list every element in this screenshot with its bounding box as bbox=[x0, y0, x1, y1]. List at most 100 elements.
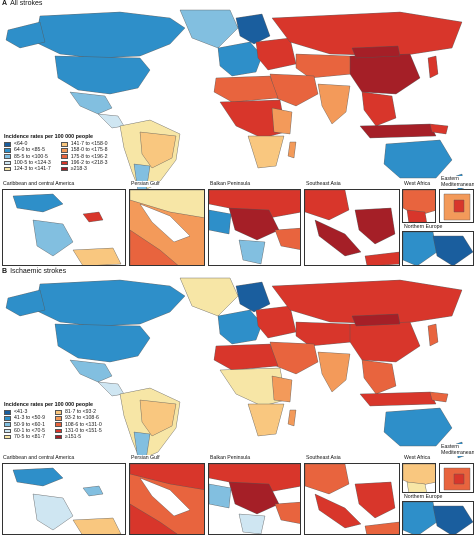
legend-item: 70·5 to <81·7 bbox=[4, 434, 45, 440]
india-region bbox=[317, 351, 351, 393]
inset-label-balkan: Balkan Peninsula bbox=[209, 455, 252, 461]
madagascar-region bbox=[287, 409, 297, 427]
inset-persian-gulf bbox=[129, 189, 205, 266]
legend-swatch bbox=[4, 166, 11, 172]
legend-swatch bbox=[55, 434, 63, 440]
inset-label-west-africa: West Africa bbox=[403, 455, 432, 461]
inset-label-southeast-asia: Southeast Asia bbox=[305, 181, 342, 187]
png-region bbox=[429, 391, 449, 403]
central-asia-region bbox=[295, 321, 353, 347]
inset-caribbean-map bbox=[12, 467, 122, 534]
legend-label: 93·2 to <108·6 bbox=[65, 415, 99, 422]
legend-swatch bbox=[4, 148, 11, 153]
inset-southeast-asia-map bbox=[305, 190, 399, 265]
legend-swatch bbox=[4, 422, 11, 427]
canada-region bbox=[34, 279, 186, 327]
legend-item: ≥218·3 bbox=[60, 165, 108, 172]
inset-label-west-africa: West Africa bbox=[403, 181, 432, 187]
inset-west-africa-map bbox=[403, 190, 435, 222]
inset-persian-gulf-map bbox=[130, 190, 204, 265]
png-region bbox=[429, 123, 449, 135]
north-africa-region bbox=[213, 343, 279, 371]
legend-label: 141·7 to <158·0 bbox=[70, 141, 108, 148]
legend-label: 85·5 to <100·5 bbox=[14, 153, 48, 160]
legend-swatch bbox=[4, 160, 11, 166]
australia-region bbox=[383, 407, 453, 447]
panel-b-ischaemic-strokes: B Ischaemic strokes Incidence rates pe bbox=[0, 268, 474, 536]
india-region bbox=[317, 83, 351, 125]
inset-label-caribbean: Caribbean and central America bbox=[2, 181, 76, 187]
inset-persian-gulf-map bbox=[130, 464, 204, 534]
inset-west-africa bbox=[402, 463, 436, 493]
inset-label-southeast-asia: Southeast Asia bbox=[305, 455, 342, 461]
inset-west-africa bbox=[402, 189, 436, 223]
inset-northern-europe-map bbox=[403, 502, 473, 534]
world-map-all-strokes bbox=[5, 9, 465, 193]
inset-caribbean bbox=[2, 463, 126, 535]
legend-label: ≥218·3 bbox=[70, 165, 87, 172]
north-africa-region bbox=[213, 75, 279, 103]
scandinavia-region bbox=[235, 13, 271, 45]
inset-balkan bbox=[208, 189, 301, 266]
russia-region bbox=[271, 279, 463, 325]
inset-persian-gulf bbox=[129, 463, 205, 535]
legend-swatch bbox=[4, 410, 11, 415]
mongolia-region bbox=[351, 45, 401, 59]
legend-item: 158·0 to <175·8 bbox=[60, 147, 108, 153]
east-africa-region bbox=[271, 375, 293, 403]
southern-africa-region bbox=[247, 135, 285, 169]
western-europe-region bbox=[217, 309, 263, 345]
australia-region bbox=[383, 139, 453, 179]
legend-label: 60·1 to <70·5 bbox=[14, 427, 46, 434]
mongolia-region bbox=[351, 313, 401, 327]
legend-item: 131·0 to <151·5 bbox=[55, 428, 102, 434]
canada-region bbox=[34, 11, 186, 59]
legend-label: 124·3 to <141·7 bbox=[14, 165, 51, 172]
legend-column-right: 81·7 to <93·2 93·2 to <108·6 108·6 to <1… bbox=[55, 409, 102, 440]
legend-label: 108·6 to <131·0 bbox=[65, 421, 102, 428]
inset-label-eastern-mediterranean: Eastern Mediterranean bbox=[440, 176, 474, 188]
alaska-region bbox=[5, 289, 46, 317]
inset-southeast-asia bbox=[304, 463, 400, 535]
inset-southeast-asia-map bbox=[305, 464, 399, 534]
inset-label-northern-europe: Northern Europe bbox=[403, 224, 444, 230]
greenland-region bbox=[179, 9, 239, 49]
legend-title: Incidence rates per 100 000 people bbox=[4, 402, 93, 408]
china-region bbox=[349, 53, 421, 95]
panel-a-letter: A bbox=[2, 0, 8, 7]
inset-label-persian-gulf: Persian Gulf bbox=[130, 455, 161, 461]
legend-item: 124·3 to <141·7 bbox=[4, 166, 51, 172]
legend-ischaemic-strokes: Incidence rates per 100 000 people <41·3… bbox=[4, 402, 102, 440]
inset-eastern-mediterranean bbox=[439, 463, 474, 493]
panel-a-all-strokes: A All strokes bbox=[2, 0, 474, 266]
legend-item: 64·0 to <85·5 bbox=[4, 147, 51, 153]
japan-region bbox=[427, 55, 439, 79]
legend-label: 70·5 to <81·7 bbox=[14, 433, 46, 440]
scandinavia-region bbox=[235, 281, 271, 313]
inset-caribbean bbox=[2, 189, 126, 266]
legend-swatch bbox=[55, 422, 63, 427]
inset-northern-europe bbox=[402, 231, 474, 266]
inset-balkan-map bbox=[209, 190, 300, 265]
inset-eastern-mediterranean-map bbox=[443, 193, 471, 221]
panel-a-title-text: All strokes bbox=[10, 0, 43, 7]
legend-swatch bbox=[55, 410, 63, 415]
brazil-region bbox=[139, 399, 177, 437]
central-africa-region bbox=[219, 99, 287, 139]
inset-label-persian-gulf: Persian Gulf bbox=[130, 181, 161, 187]
legend-item: 93·2 to <108·6 bbox=[55, 415, 102, 421]
central-asia-region bbox=[295, 53, 353, 79]
legend-item: 175·8 to <196·2 bbox=[60, 154, 108, 160]
mexico-region bbox=[69, 91, 113, 115]
legend-label: 81·7 to <93·2 bbox=[65, 409, 97, 416]
legend-item: 196·2 to <218·3 bbox=[60, 160, 108, 166]
inset-balkan bbox=[208, 463, 301, 535]
southeast-asia-region bbox=[361, 359, 397, 395]
alaska-region bbox=[5, 21, 46, 49]
legend-label: 131·0 to <151·5 bbox=[65, 427, 102, 434]
legend-item: 81·7 to <93·2 bbox=[55, 409, 102, 415]
legend-item: 85·5 to <100·5 bbox=[4, 154, 51, 160]
legend-item: ≥151·5 bbox=[55, 434, 102, 440]
legend-item: 60·1 to <70·5 bbox=[4, 428, 45, 434]
legend-all-strokes: Incidence rates per 100 000 people <64·0… bbox=[4, 134, 108, 172]
